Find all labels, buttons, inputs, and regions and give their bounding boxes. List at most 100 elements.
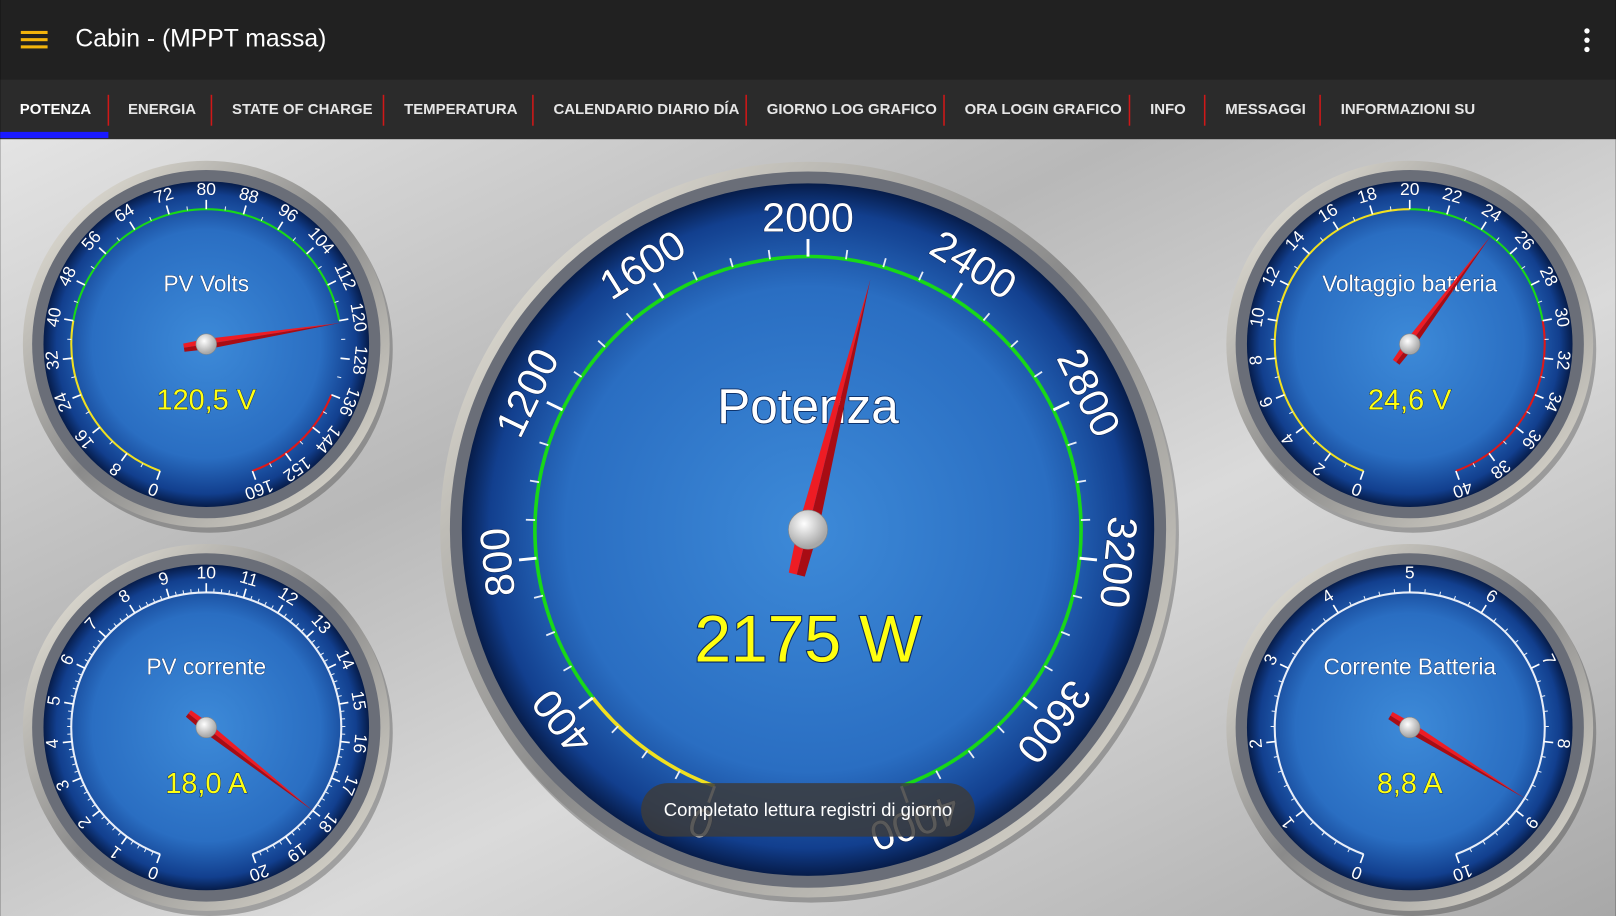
minor-tick xyxy=(97,639,102,644)
minor-tick xyxy=(1301,639,1305,644)
minor-tick xyxy=(1274,376,1279,379)
tab[interactable]: STATE OF CHARGE xyxy=(232,101,373,118)
tick-label: 80 xyxy=(197,179,217,199)
tab[interactable]: INFORMAZIONI SU xyxy=(1341,101,1475,118)
major-tick xyxy=(339,318,349,322)
major-tick xyxy=(652,282,665,299)
major-tick xyxy=(1266,357,1276,361)
major-tick xyxy=(1295,426,1304,434)
minor-tick xyxy=(68,748,74,751)
major-tick xyxy=(951,282,964,299)
minor-tick xyxy=(328,784,333,788)
minor-tick xyxy=(307,815,312,820)
major-tick xyxy=(62,357,73,361)
minor-tick xyxy=(1541,695,1546,698)
minor-tick xyxy=(116,237,120,242)
minor-tick xyxy=(1526,411,1531,415)
tick-label: 30 xyxy=(1551,306,1574,329)
minor-tick xyxy=(235,591,238,596)
minor-tick xyxy=(641,749,649,759)
menu-dot xyxy=(1584,28,1590,34)
minor-tick xyxy=(295,623,300,627)
tab[interactable]: GIORNO LOG GRAFICO xyxy=(767,101,937,118)
minor-tick xyxy=(330,673,335,676)
needle xyxy=(788,279,871,577)
app-title: Cabin - (MPPT massa) xyxy=(75,26,326,53)
minor-tick xyxy=(1504,628,1509,633)
major-tick xyxy=(98,247,107,255)
minor-tick xyxy=(182,590,185,595)
minor-tick xyxy=(87,797,92,801)
gauge-zone xyxy=(1455,320,1546,472)
needle xyxy=(185,710,314,812)
tick-label: 15 xyxy=(347,689,370,712)
minor-tick xyxy=(1277,300,1282,303)
minor-tick xyxy=(1309,821,1314,826)
tab[interactable]: POTENZA xyxy=(0,101,109,139)
toast-text: Completato lettura registri di giorno xyxy=(664,799,952,820)
minor-tick xyxy=(1322,618,1327,622)
major-tick xyxy=(92,426,101,434)
tick-label: 8 xyxy=(1245,354,1266,366)
minor-tick xyxy=(73,300,79,303)
minor-tick xyxy=(72,687,77,690)
overflow-menu[interactable] xyxy=(1584,28,1590,53)
minor-tick xyxy=(335,687,340,690)
tick-label: 10 xyxy=(197,563,217,583)
needle-cap xyxy=(1399,716,1421,739)
major-tick xyxy=(1369,205,1374,215)
needle-cap xyxy=(195,333,217,355)
tab[interactable]: INFO xyxy=(1150,101,1186,118)
tab-label: POTENZA xyxy=(20,101,92,118)
major-tick xyxy=(284,836,292,845)
major-tick xyxy=(1534,393,1544,399)
minor-tick xyxy=(1067,441,1077,447)
minor-tick xyxy=(113,623,118,627)
needle-cap xyxy=(1399,333,1421,355)
tab-label: MESSAGGI xyxy=(1225,101,1306,118)
major-tick xyxy=(284,452,292,462)
tab[interactable]: TEMPERATURA xyxy=(404,101,518,118)
minor-tick xyxy=(573,370,583,378)
minor-tick xyxy=(1464,216,1467,222)
minor-tick xyxy=(88,652,93,656)
tab[interactable]: ENERGIA xyxy=(128,101,196,118)
major-tick xyxy=(1488,452,1496,462)
minor-tick xyxy=(77,673,83,676)
minor-tick xyxy=(1505,821,1510,826)
minor-tick xyxy=(265,848,269,853)
minor-tick xyxy=(337,695,342,698)
major-tick xyxy=(1515,426,1524,434)
menu-button[interactable] xyxy=(20,30,48,49)
minor-tick xyxy=(967,749,975,759)
tab-bar xyxy=(0,79,1616,140)
major-tick xyxy=(1543,357,1554,361)
major-tick xyxy=(129,221,136,231)
major-tick xyxy=(242,588,247,598)
gauge-readout: 24,6 V xyxy=(1368,384,1452,416)
major-tick xyxy=(120,836,128,845)
tick-label: 16 xyxy=(349,733,371,754)
minor-tick xyxy=(1033,370,1043,378)
major-tick xyxy=(518,556,537,562)
minor-tick xyxy=(324,791,329,795)
tab[interactable]: ORA LOGIN GRAFICO xyxy=(965,101,1122,118)
minor-tick xyxy=(997,725,1005,734)
minor-tick xyxy=(845,249,849,260)
minor-tick xyxy=(70,755,75,758)
gauge-readout: 120,5 V xyxy=(157,384,257,416)
minor-tick xyxy=(83,791,88,795)
major-tick xyxy=(1455,853,1460,864)
major-tick xyxy=(251,853,257,864)
minor-tick xyxy=(1531,784,1536,788)
tab[interactable]: MESSAGGI xyxy=(1225,101,1306,118)
tab[interactable]: CALENDARIO DIARIO DÍA xyxy=(553,101,739,118)
major-tick xyxy=(1275,393,1285,399)
tick-label: 2000 xyxy=(762,194,854,240)
major-tick xyxy=(1052,400,1070,412)
minor-tick xyxy=(1273,755,1279,758)
tab-label: STATE OF CHARGE xyxy=(232,101,373,118)
major-tick xyxy=(1332,604,1339,614)
major-tick xyxy=(277,604,284,614)
major-tick xyxy=(327,663,337,670)
